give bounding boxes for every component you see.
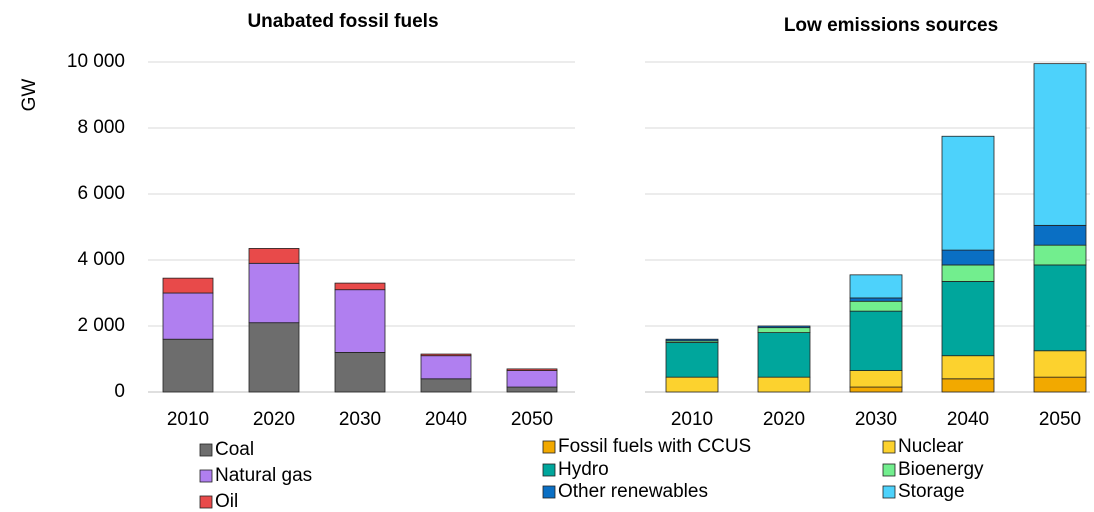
bar-segment	[849, 310, 903, 371]
legend-label: Other renewables	[558, 481, 708, 502]
bar-segment	[849, 274, 903, 299]
legend-swatch	[542, 440, 556, 454]
legend-label: Coal	[215, 439, 254, 460]
y-tick-label: 10 000	[67, 51, 125, 72]
bar-segment	[162, 292, 214, 340]
x-tick-label: 2020	[763, 409, 805, 430]
legend-label: Nuclear	[898, 436, 964, 457]
bar-segment	[941, 281, 995, 357]
bar-segment	[1033, 376, 1087, 393]
bar-segment	[248, 322, 300, 393]
bar-segment	[334, 351, 386, 393]
x-tick-label: 2050	[1039, 409, 1081, 430]
x-tick-label: 2020	[253, 409, 295, 430]
y-tick-label: 2 000	[77, 315, 125, 336]
bar-segment	[248, 262, 300, 324]
bar-segment	[334, 282, 386, 291]
legend-label: Hydro	[558, 459, 609, 480]
bar-segment	[757, 332, 811, 378]
bar-segment	[941, 355, 995, 380]
bar-segment	[1033, 224, 1087, 246]
x-tick-label: 2050	[511, 409, 553, 430]
bar-segment	[757, 325, 811, 329]
legend-label: Bioenergy	[898, 459, 984, 480]
y-tick-label: 4 000	[77, 249, 125, 270]
bar-segment	[1033, 350, 1087, 378]
legend-label: Fossil fuels with CCUS	[558, 436, 751, 457]
bar-segment	[941, 264, 995, 282]
legend-swatch	[882, 463, 896, 477]
bar-segment	[1033, 244, 1087, 266]
x-tick-label: 2040	[947, 409, 989, 430]
legend-swatch	[542, 485, 556, 499]
chart-title: Unabated fossil fuels	[247, 11, 438, 32]
legend-swatch	[199, 495, 213, 509]
bar-segment	[849, 370, 903, 388]
legend-label: Natural gas	[215, 465, 312, 486]
bar-segment	[162, 338, 214, 393]
x-tick-label: 2010	[167, 409, 209, 430]
bar-segment	[506, 368, 558, 371]
legend-swatch	[882, 485, 896, 499]
bar-segment	[941, 249, 995, 266]
x-tick-label: 2040	[425, 409, 467, 430]
bar-segment	[506, 370, 558, 388]
bar-segment	[420, 355, 472, 380]
legend-label: Storage	[898, 481, 965, 502]
x-tick-label: 2030	[339, 409, 381, 430]
x-tick-label: 2030	[855, 409, 897, 430]
bar-segment	[849, 297, 903, 302]
bar-segment	[665, 376, 719, 393]
y-tick-label: 8 000	[77, 117, 125, 138]
legend-swatch	[199, 443, 213, 457]
legend-swatch	[542, 463, 556, 477]
bar-segment	[1033, 264, 1087, 352]
bar-segment	[941, 378, 995, 393]
chart-title: Low emissions sources	[784, 15, 998, 36]
y-axis-label: GW	[19, 79, 40, 112]
x-tick-label: 2010	[671, 409, 713, 430]
bar-segment	[162, 277, 214, 294]
bar-segment	[849, 386, 903, 393]
bar-segment	[757, 327, 811, 333]
legend-swatch	[882, 440, 896, 454]
bar-segment	[248, 248, 300, 264]
bar-segment	[334, 289, 386, 353]
bar-segment	[757, 376, 811, 393]
bar-segment	[420, 378, 472, 393]
y-tick-label: 0	[114, 381, 125, 402]
bar-segment	[941, 135, 995, 251]
bar-segment	[1033, 63, 1087, 226]
y-tick-label: 6 000	[77, 183, 125, 204]
bar-segment	[420, 353, 472, 357]
bar-segment	[665, 342, 719, 378]
bar-segment	[665, 338, 719, 342]
legend-label: Oil	[215, 491, 238, 512]
legend-swatch	[199, 469, 213, 483]
bar-segment	[506, 386, 558, 393]
bar-segment	[849, 300, 903, 312]
